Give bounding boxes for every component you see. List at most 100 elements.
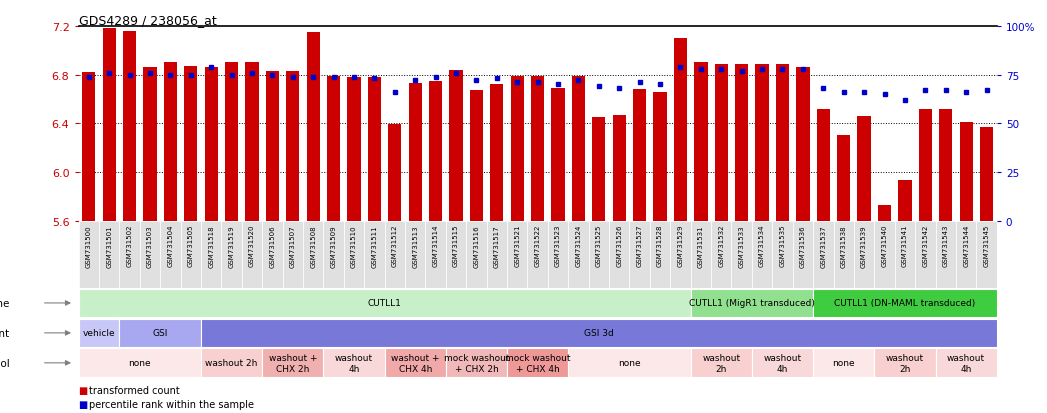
Bar <box>487 221 507 288</box>
Bar <box>773 221 793 288</box>
Text: GSM731518: GSM731518 <box>208 224 215 267</box>
Bar <box>119 319 201 347</box>
Bar <box>752 349 814 377</box>
Bar <box>939 109 953 221</box>
Text: GSM731512: GSM731512 <box>392 224 398 267</box>
Bar <box>629 221 650 288</box>
Bar <box>139 221 160 288</box>
Text: GSM731508: GSM731508 <box>310 224 316 267</box>
Text: GSM731528: GSM731528 <box>658 224 663 267</box>
Text: GSM731539: GSM731539 <box>861 224 867 267</box>
Bar <box>160 221 180 288</box>
Text: GSM731529: GSM731529 <box>677 224 684 267</box>
Bar <box>225 63 239 221</box>
Bar <box>143 68 157 221</box>
Bar <box>303 221 324 288</box>
Text: GSM731544: GSM731544 <box>963 224 970 267</box>
Text: GSM731507: GSM731507 <box>290 224 295 267</box>
Bar <box>364 221 384 288</box>
Text: none: none <box>129 358 151 368</box>
Bar <box>98 221 119 288</box>
Bar <box>552 89 564 221</box>
Text: GSM731522: GSM731522 <box>535 224 540 267</box>
Bar <box>262 349 324 377</box>
Text: GSM731538: GSM731538 <box>841 224 847 267</box>
Bar <box>201 221 221 288</box>
Bar <box>653 93 667 221</box>
Text: GSM731514: GSM731514 <box>432 224 439 267</box>
Text: GSM731527: GSM731527 <box>637 224 643 267</box>
Text: GSM731513: GSM731513 <box>413 224 418 267</box>
Bar <box>446 349 507 377</box>
Bar <box>201 349 262 377</box>
Bar <box>694 63 708 221</box>
Text: washout +
CHX 4h: washout + CHX 4h <box>391 353 440 373</box>
Text: GSM731540: GSM731540 <box>882 224 888 267</box>
Bar <box>817 109 830 221</box>
Bar <box>262 221 283 288</box>
Text: GSM731505: GSM731505 <box>187 224 194 267</box>
Bar <box>691 289 814 318</box>
Bar <box>184 67 198 221</box>
Text: transformed count: transformed count <box>89 385 180 395</box>
Bar <box>507 349 569 377</box>
Bar <box>793 221 814 288</box>
Bar <box>956 221 977 288</box>
Bar <box>732 221 752 288</box>
Bar <box>307 33 319 221</box>
Bar <box>384 221 405 288</box>
Bar <box>874 221 895 288</box>
Text: none: none <box>618 358 641 368</box>
Text: GSM731531: GSM731531 <box>698 224 704 267</box>
Bar <box>874 349 936 377</box>
Text: GSM731541: GSM731541 <box>901 224 908 267</box>
Text: GSM731502: GSM731502 <box>127 224 133 267</box>
Bar <box>221 221 242 288</box>
Bar <box>103 29 116 221</box>
Bar <box>79 349 201 377</box>
Bar <box>633 90 646 221</box>
Bar <box>286 72 299 221</box>
Text: percentile rank within the sample: percentile rank within the sample <box>89 399 254 409</box>
Bar <box>797 68 809 221</box>
Bar <box>715 64 728 221</box>
Bar <box>180 221 201 288</box>
Text: ■: ■ <box>79 399 88 409</box>
Bar <box>324 349 384 377</box>
Text: GSI 3d: GSI 3d <box>584 329 614 337</box>
Bar <box>918 109 932 221</box>
Bar <box>466 221 487 288</box>
Text: GSM731533: GSM731533 <box>739 224 744 267</box>
Bar <box>670 221 691 288</box>
Bar <box>833 221 854 288</box>
Bar <box>429 81 442 221</box>
Bar <box>814 289 997 318</box>
Bar <box>449 71 463 221</box>
Text: none: none <box>832 358 855 368</box>
Bar <box>548 221 569 288</box>
Text: agent: agent <box>0 328 9 338</box>
Bar <box>507 221 528 288</box>
Text: GSM731500: GSM731500 <box>86 224 92 267</box>
Text: GSM731501: GSM731501 <box>106 224 112 267</box>
Text: GSM731525: GSM731525 <box>596 224 602 267</box>
Bar <box>814 349 874 377</box>
Bar <box>511 76 524 221</box>
Bar <box>915 221 936 288</box>
Bar <box>408 84 422 221</box>
Bar <box>384 349 446 377</box>
Text: washout
4h: washout 4h <box>763 353 802 373</box>
Text: GSM731535: GSM731535 <box>780 224 785 267</box>
Text: GSM731509: GSM731509 <box>331 224 336 267</box>
Bar <box>446 221 466 288</box>
Bar <box>122 32 136 221</box>
Bar <box>204 68 218 221</box>
Text: GSM731537: GSM731537 <box>820 224 826 267</box>
Text: GSM731504: GSM731504 <box>168 224 174 267</box>
Text: CUTLL1 (MigR1 transduced): CUTLL1 (MigR1 transduced) <box>689 299 815 308</box>
Bar <box>572 76 585 221</box>
Bar <box>977 221 997 288</box>
Bar <box>79 221 98 288</box>
Bar <box>119 221 139 288</box>
Bar <box>857 116 871 221</box>
